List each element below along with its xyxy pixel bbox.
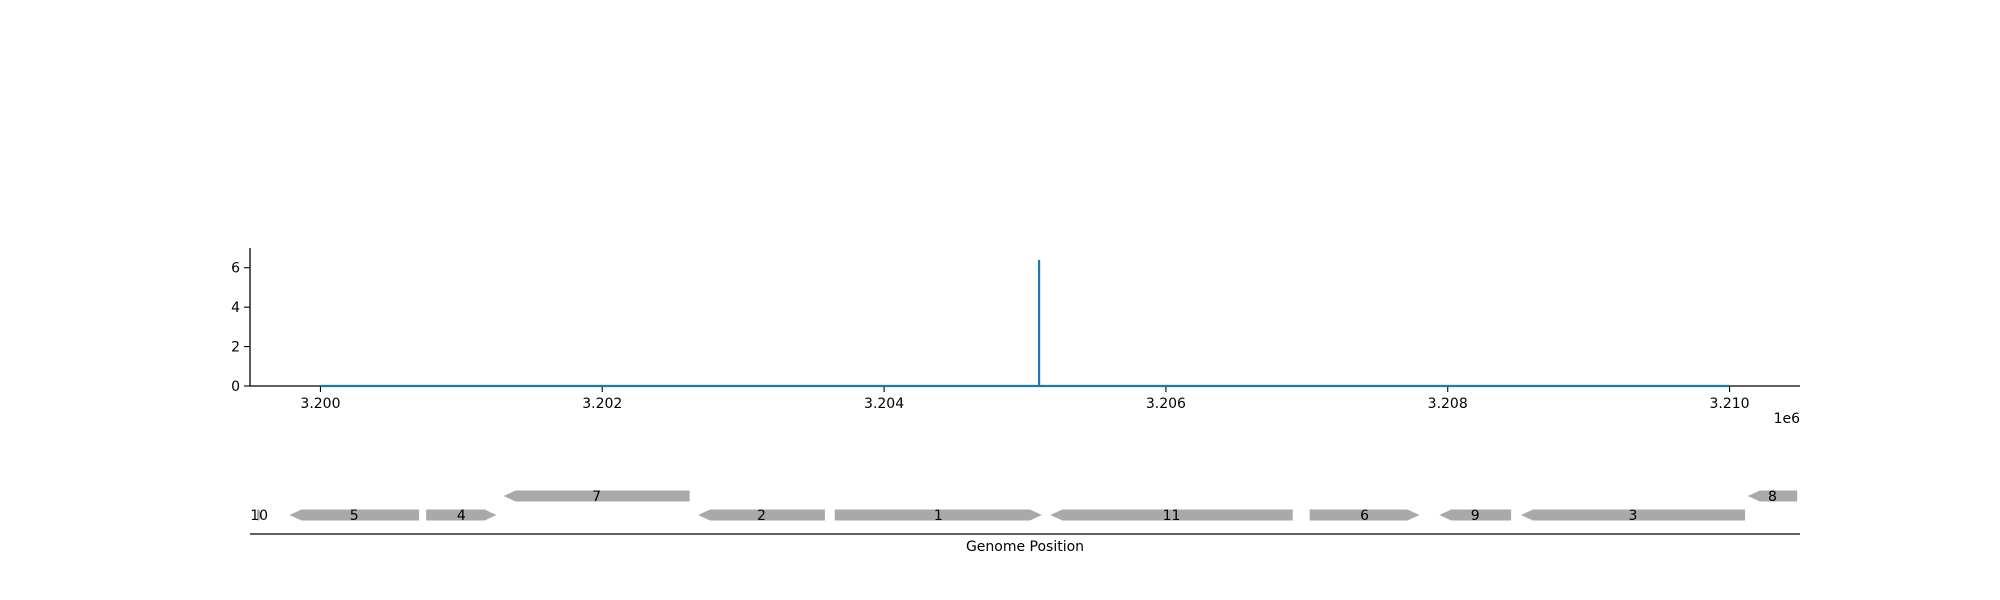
x-tick-label: 3.206 (1146, 396, 1186, 412)
gene-feature-label: 5 (350, 508, 359, 524)
gene-feature-arrow (1309, 509, 1420, 521)
series-layer (320, 259, 1730, 388)
coverage-line (320, 259, 1730, 388)
y-tick-label: 0 (231, 379, 240, 395)
gene-feature-label: 1 (934, 508, 943, 524)
gene-feature-arrow (1439, 509, 1512, 521)
y-tick-label: 2 (231, 340, 240, 356)
gene-feature-arrow (698, 509, 825, 521)
gene-map: 10 5 472 1 11 6 9 38 Genome Position (250, 489, 1800, 555)
gene-feature-arrow (834, 509, 1042, 521)
gene-feature-label: 2 (757, 508, 766, 524)
x-tick-label: 3.204 (864, 396, 904, 412)
gene-feature-label: 3 (1629, 508, 1638, 524)
gene-feature-label: 8 (1768, 489, 1777, 505)
x-tick-label: 3.208 (1428, 396, 1468, 412)
gene-feature-arrow (257, 509, 262, 521)
x-tick-label: 3.200 (300, 396, 340, 412)
y-tick-label: 4 (231, 300, 240, 316)
gene-feature-label: 4 (457, 508, 466, 524)
gene-feature-arrow (503, 490, 690, 502)
gene-feature-label: 11 (1163, 508, 1181, 524)
gene-map-xlabel: Genome Position (966, 539, 1084, 555)
gene-feature-arrow (1050, 509, 1293, 521)
gene-feature-label: 7 (592, 489, 601, 505)
gene-feature-arrow (1747, 490, 1798, 502)
x-tick-label: 3.202 (582, 396, 622, 412)
gene-feature-label: 6 (1360, 508, 1369, 524)
y-ticks: 0 2 4 6 (231, 261, 250, 395)
x-offset-label: 1e6 (1774, 411, 1801, 427)
x-ticks: 3.200 3.202 3.204 3.206 3.208 3.210 (300, 386, 1750, 412)
features-layer: 10 5 472 1 11 6 9 38 (250, 489, 1798, 524)
y-tick-label: 6 (231, 261, 240, 277)
gene-feature-arrow (289, 509, 420, 521)
gene-feature-label: 9 (1471, 508, 1480, 524)
gene-feature-arrow (426, 509, 497, 521)
gene-feature-arrow (1521, 509, 1746, 521)
gene-feature-label: 10 (250, 508, 268, 524)
x-tick-label: 3.210 (1709, 396, 1749, 412)
coverage-plot: 0 2 4 6 3.200 3.202 3.204 3.206 3.208 3.210 1e6 (231, 248, 1800, 427)
